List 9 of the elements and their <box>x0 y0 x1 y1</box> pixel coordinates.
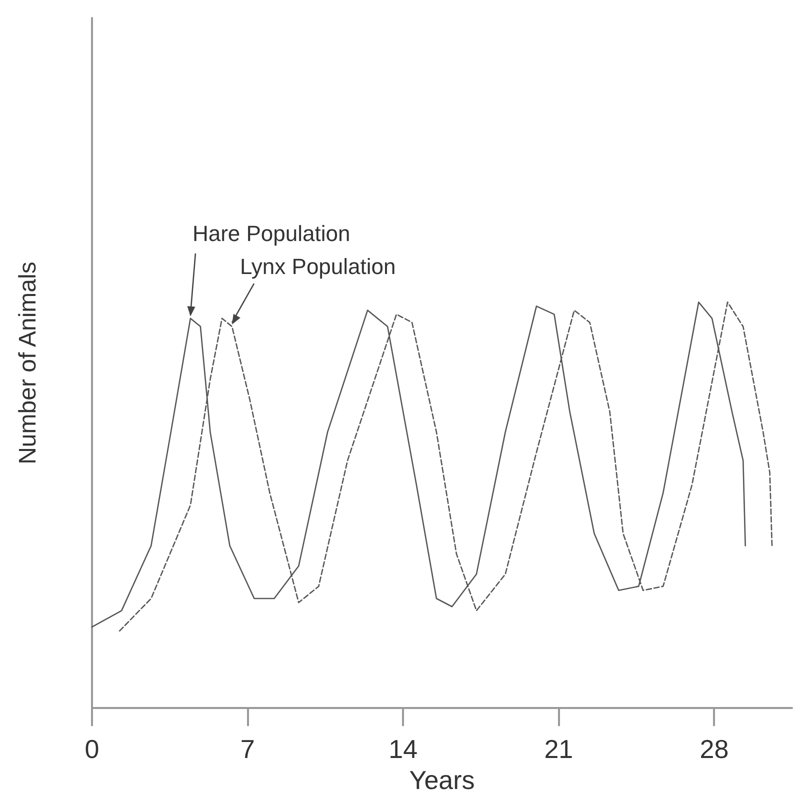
x-tick-label: 28 <box>700 734 729 764</box>
annotation: Hare Population <box>192 220 350 246</box>
x-tick-label: 0 <box>84 734 100 764</box>
x-axis-title: Years <box>409 765 475 795</box>
annotation: Lynx Population <box>240 254 396 280</box>
y-axis-title: Number of Animals <box>14 262 42 464</box>
x-tick-label: 21 <box>544 734 574 764</box>
x-tick-label: 7 <box>240 734 255 764</box>
x-tick-label: 14 <box>388 734 418 764</box>
